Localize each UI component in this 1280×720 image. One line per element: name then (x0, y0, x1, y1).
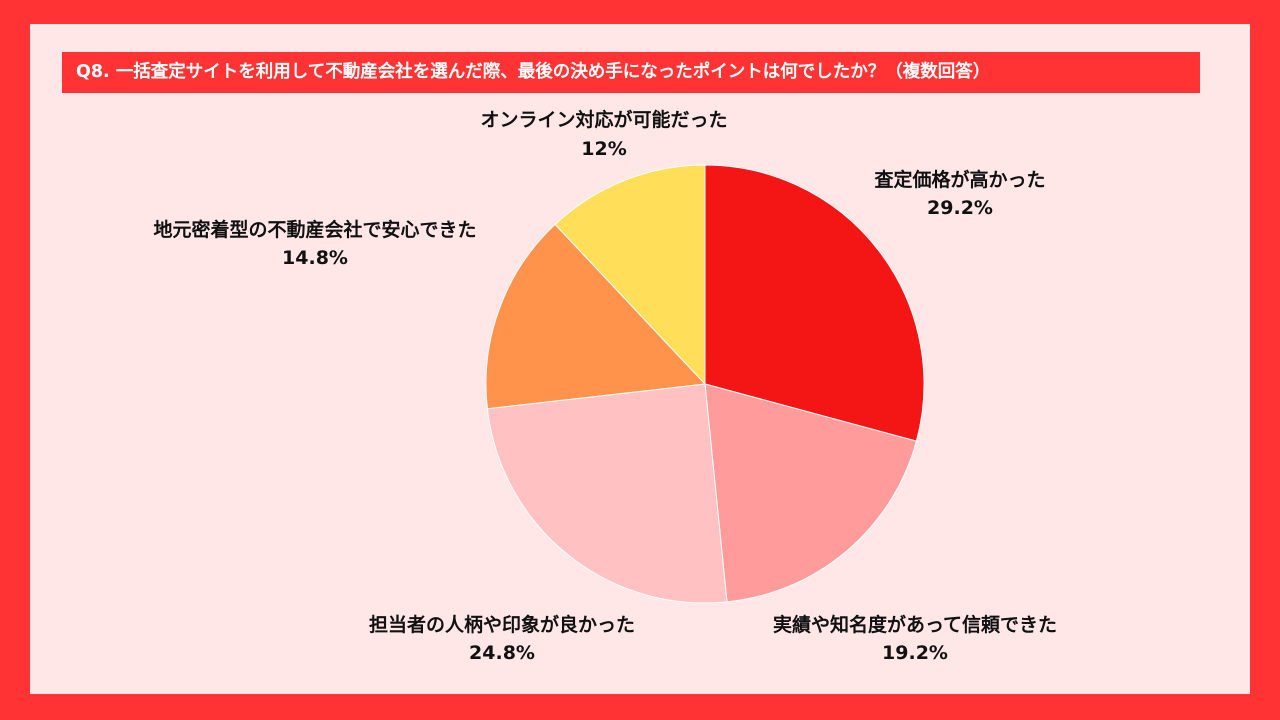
slice-label-1: 査定価格が高かった (873, 168, 1045, 191)
pie-slice-4 (485, 223, 707, 410)
pie-slice-1 (704, 164, 925, 442)
slice-label-2: 実績や知名度があって信頼できた (773, 613, 1057, 636)
slice-value-1: 29.2% (927, 197, 993, 219)
slice-label-3: 担当者の人柄や印象が良かった (369, 613, 635, 636)
slice-label-4: 地元密着型の不動産会社で安心できた (153, 218, 476, 241)
slice-value-2: 19.2% (882, 642, 948, 664)
slice-value-4: 14.8% (282, 247, 348, 269)
pie-slice-2 (704, 383, 918, 603)
slice-value-5: 12% (581, 138, 626, 160)
pie-slice-5 (554, 164, 706, 386)
chart-title: Q8. 一括査定サイトを利用して不動産会社を選んだ際、最後の決め手になったポイン… (62, 52, 1200, 93)
slice-value-3: 24.8% (469, 642, 535, 664)
pie-slice-3 (486, 383, 728, 604)
pie-slices (485, 164, 925, 604)
pie-labels: 査定価格が高かった 29.2% 実績や知名度があって信頼できた 19.2% 担当者の人柄… (153, 108, 1057, 664)
slice-label-5: オンライン対応が可能だった (480, 108, 727, 131)
